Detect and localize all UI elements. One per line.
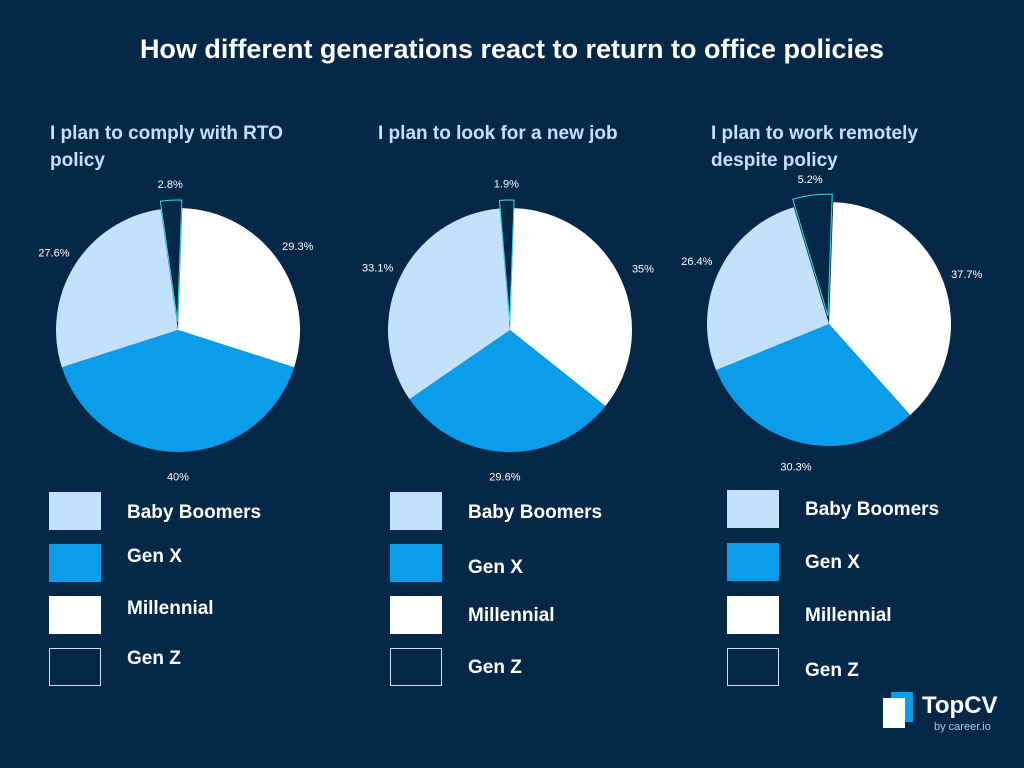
legend-swatch-gen-z xyxy=(727,648,779,686)
topcv-logo-icon xyxy=(883,692,913,728)
legend-label-millennial: Millennial xyxy=(127,598,214,619)
pie-slice-gen-z xyxy=(159,199,183,323)
pie-label-millennial: 29.3% xyxy=(282,241,313,253)
pie-label-baby-boomers: 33.1% xyxy=(362,262,393,274)
brand-by-line: by career.io xyxy=(934,721,991,733)
legend-swatch-gen-x xyxy=(390,544,442,582)
pie-new-job: 35% 29.6% 33.1% 1.9% xyxy=(362,179,654,484)
legend-swatch-baby-boomers xyxy=(390,492,442,530)
brand-logo: TopCV by career.io xyxy=(880,690,1010,740)
legend-label-baby-boomers: Baby Boomers xyxy=(127,502,262,523)
pie-slice-millennial xyxy=(178,208,300,368)
legend-label-gen-x: Gen X xyxy=(468,557,523,578)
pie-label-baby-boomers: 26.4% xyxy=(681,256,712,268)
chart-title-remote: I plan to work remotely despite policy xyxy=(711,123,918,171)
pie-label-baby-boomers: 27.6% xyxy=(38,247,69,259)
legend-label-millennial: Millennial xyxy=(468,605,555,626)
pie-label-gen-x: 29.6% xyxy=(489,471,520,483)
legend-label-gen-z: Gen Z xyxy=(468,657,522,678)
pie-comply: 29.3% 40% 27.6% 2.8% xyxy=(38,179,313,484)
legend-swatch-millennial xyxy=(727,596,779,634)
legend-swatch-baby-boomers xyxy=(49,492,101,530)
pie-label-millennial: 37.7% xyxy=(951,269,982,281)
legend-swatch-gen-z xyxy=(390,648,442,686)
legend-swatch-baby-boomers xyxy=(727,490,779,528)
pie-slice-millennial xyxy=(829,202,951,416)
page-title: How different generations react to retur… xyxy=(139,34,885,64)
legend-label-millennial: Millennial xyxy=(805,605,892,626)
pie-label-gen-x: 40% xyxy=(167,471,189,483)
brand-name: TopCV xyxy=(922,692,998,719)
chart-title-new-job: I plan to look for a new job xyxy=(378,123,618,144)
legend-swatch-gen-z xyxy=(49,648,101,686)
pie-slice-millennial xyxy=(510,208,632,406)
pie-label-millennial: 35% xyxy=(632,264,654,276)
pie-slice-baby-boomers xyxy=(707,207,829,371)
legend-label-baby-boomers: Baby Boomers xyxy=(805,499,940,520)
pie-slice-gen-z xyxy=(792,193,833,317)
pie-slice-gen-x xyxy=(61,330,295,452)
legend-label-gen-x: Gen X xyxy=(805,552,860,573)
legend-swatch-millennial xyxy=(49,596,101,634)
pie-slice-baby-boomers xyxy=(387,208,510,400)
pie-slice-gen-x xyxy=(716,324,911,446)
pie-slice-gen-z xyxy=(498,199,515,323)
pie-slice-baby-boomers xyxy=(55,209,178,368)
legend-label-baby-boomers: Baby Boomers xyxy=(468,502,603,523)
pie-label-gen-z: 5.2% xyxy=(798,174,823,186)
legend-label-gen-z: Gen Z xyxy=(127,648,181,669)
pie-slice-gen-x xyxy=(409,330,606,452)
legend-label-gen-x: Gen X xyxy=(127,546,182,567)
legend-label-gen-z: Gen Z xyxy=(805,660,859,681)
pie-label-gen-x: 30.3% xyxy=(780,462,811,474)
pie-remote: 37.7% 30.3% 26.4% 5.2% xyxy=(681,174,982,474)
legend-swatch-millennial xyxy=(390,596,442,634)
pie-label-gen-z: 2.8% xyxy=(158,179,183,191)
legend-swatch-gen-x xyxy=(49,544,101,582)
chart-title-comply: I plan to comply with RTO policy xyxy=(50,123,283,171)
pie-label-gen-z: 1.9% xyxy=(494,179,519,191)
legend-swatch-gen-x xyxy=(727,543,779,581)
